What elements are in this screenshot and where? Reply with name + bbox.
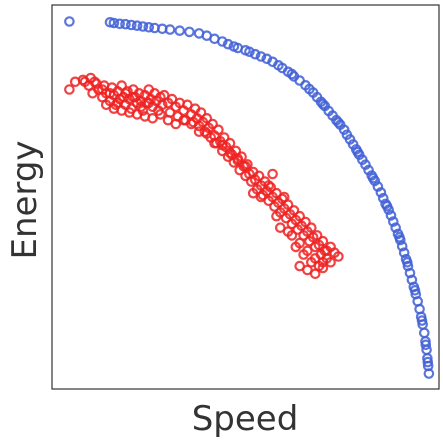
- series-2-point: [240, 161, 251, 172]
- series-1-point: [217, 36, 228, 47]
- series-2-point: [253, 170, 265, 182]
- series-1-point: [126, 19, 137, 31]
- series-1-point: [396, 240, 408, 252]
- series-1-point: [222, 38, 234, 50]
- series-2-point: [232, 153, 244, 164]
- series-1-point: [394, 232, 405, 243]
- series-1-point: [108, 17, 120, 29]
- series-1-point: [422, 356, 434, 368]
- series-1-point: [401, 256, 413, 268]
- x-axis-label: Speed: [192, 399, 299, 439]
- series-1-point: [137, 21, 149, 32]
- series-2-point: [182, 99, 193, 111]
- series-2-point: [97, 84, 108, 95]
- series-1-point: [255, 51, 267, 62]
- series-2-point: [207, 118, 218, 130]
- series-2-point: [255, 191, 267, 203]
- series-2-point: [267, 168, 278, 180]
- series-2-point: [157, 99, 168, 111]
- series-1-point: [390, 222, 401, 233]
- series-1-point: [286, 68, 298, 80]
- series-2-point: [213, 124, 224, 136]
- series-2-point: [290, 241, 302, 253]
- series-1-point: [244, 46, 255, 58]
- series-2-point: [195, 107, 207, 118]
- series-1-point: [120, 18, 131, 30]
- series-2-point: [305, 222, 317, 233]
- series-1-point: [174, 25, 185, 36]
- series-1-point: [64, 16, 75, 27]
- series-2-point: [288, 205, 300, 216]
- series-1-point: [164, 24, 176, 35]
- series-1-point: [416, 315, 428, 326]
- series-2-point: [224, 147, 236, 159]
- series-2-point: [186, 118, 197, 130]
- series-1-point: [333, 117, 344, 128]
- series-2-point: [325, 256, 336, 268]
- series-2-point: [271, 210, 282, 222]
- series-1-point: [409, 284, 421, 296]
- series-1-point: [385, 210, 397, 221]
- series-2-point: [128, 91, 139, 103]
- y-axis-label: Energy: [5, 140, 45, 259]
- series-2-point: [64, 84, 75, 95]
- series-2-point: [147, 113, 158, 124]
- series-2-point: [201, 128, 213, 139]
- series-2-point: [282, 226, 294, 237]
- series-2-point: [309, 268, 321, 280]
- series-2-point: [155, 109, 166, 120]
- series-1-point: [131, 20, 143, 31]
- series-2-point: [242, 159, 253, 170]
- series-2-point: [300, 216, 311, 228]
- series-1-point: [184, 26, 195, 38]
- series-1-point: [375, 187, 387, 198]
- series-2-point: [333, 251, 344, 262]
- series-2-point: [274, 222, 286, 233]
- series-1-point: [352, 146, 363, 158]
- series-2-point: [311, 230, 323, 241]
- series-2-point: [317, 235, 329, 247]
- series-2-point: [276, 193, 288, 205]
- series-2-point: [294, 210, 305, 222]
- series-1-point: [317, 98, 329, 110]
- series-2-point: [278, 191, 290, 203]
- series-2-point: [143, 97, 155, 109]
- series-2-point: [317, 262, 329, 274]
- series-2-point: [265, 182, 276, 193]
- series-1-point: [143, 21, 155, 33]
- series-1-point: [423, 368, 435, 379]
- series-1-point: [387, 216, 399, 227]
- series-1-point: [249, 48, 261, 60]
- series-1-point: [381, 200, 393, 212]
- series-2: [64, 72, 344, 280]
- plot-area: [51, 4, 440, 390]
- series-2-point: [83, 80, 95, 91]
- series-1-point: [420, 339, 432, 351]
- series-2-point: [120, 88, 131, 99]
- series-2-point: [298, 249, 309, 260]
- series-1-point: [367, 172, 379, 184]
- points-layer: [64, 16, 435, 379]
- series-1-point: [377, 192, 389, 204]
- series-2-point: [217, 139, 228, 151]
- series-2-point: [69, 76, 81, 88]
- series-1-point: [114, 18, 125, 30]
- series-1-point: [398, 247, 410, 258]
- series-1: [64, 16, 435, 379]
- series-2-point: [201, 113, 213, 124]
- series-2-point: [263, 180, 274, 191]
